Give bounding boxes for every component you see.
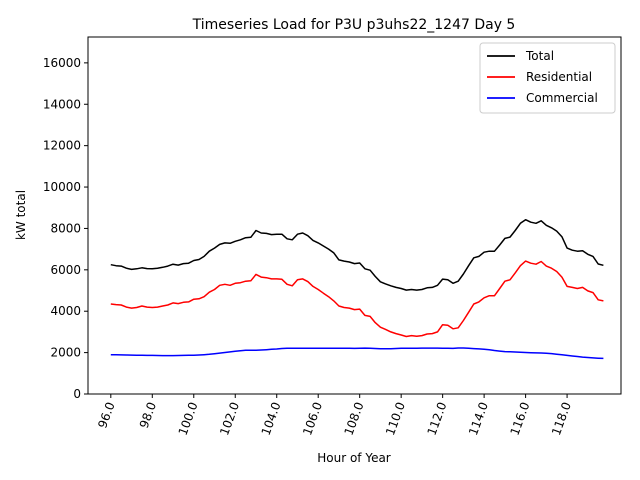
y-tick-label: 2000 — [50, 346, 81, 360]
legend-label-total: Total — [525, 49, 554, 63]
y-tick-label: 10000 — [43, 180, 81, 194]
plot-frame — [87, 36, 622, 395]
x-axis-title: Hour of Year — [317, 451, 391, 465]
series-line-residential — [110, 260, 604, 338]
legend-frame — [479, 42, 616, 114]
legend: Total Residential Commercial — [479, 42, 616, 114]
y-tick-label: 16000 — [43, 56, 81, 70]
series-line-commercial — [110, 347, 604, 360]
y-tick-label: 14000 — [43, 97, 81, 111]
series-line-total — [110, 218, 604, 291]
y-tick-label: 6000 — [50, 263, 81, 277]
y-axis-title: kW total — [14, 190, 28, 240]
legend-label-residential: Residential — [526, 70, 592, 84]
legend-label-commercial: Commercial — [526, 91, 598, 105]
y-tick-label: 8000 — [50, 221, 81, 235]
y-tick-label: 12000 — [43, 139, 81, 153]
y-tick-label: 4000 — [50, 304, 81, 318]
chart-title: Timeseries Load for P3U p3uhs22_1247 Day… — [192, 17, 516, 33]
y-tick-label: 0 — [73, 387, 81, 401]
